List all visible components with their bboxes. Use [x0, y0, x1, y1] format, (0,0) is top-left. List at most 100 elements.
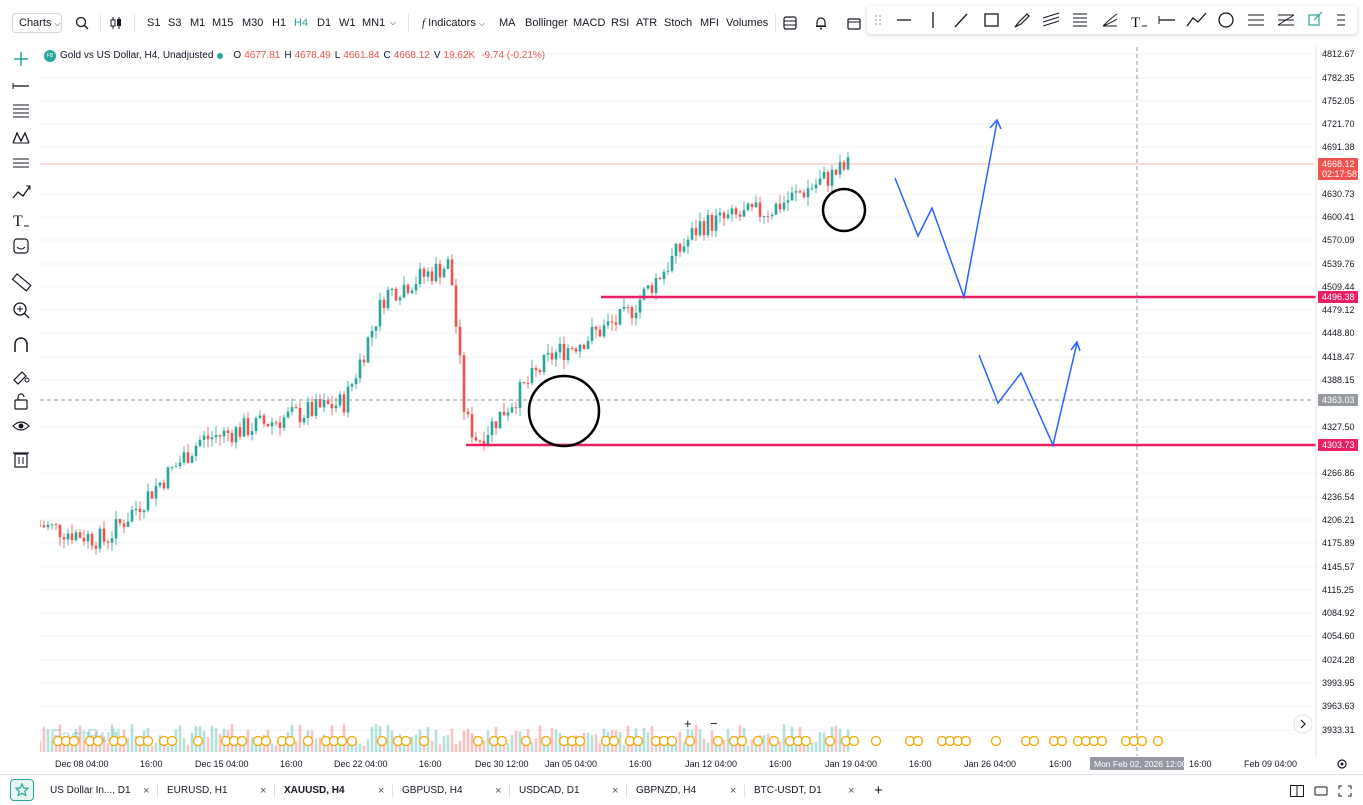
economic-event-icon[interactable]	[912, 735, 924, 747]
path-tool-icon[interactable]	[1186, 12, 1207, 27]
parallel-channel-tool-icon[interactable]	[1042, 12, 1060, 27]
timeframe-m30-button[interactable]: M30	[242, 17, 264, 29]
tab-close-icon[interactable]: ×	[848, 785, 855, 797]
economic-event-icon[interactable]	[68, 735, 80, 747]
economic-event-icon[interactable]	[736, 735, 748, 747]
alert-icon[interactable]	[813, 15, 829, 31]
timeframe-h4-button[interactable]: H4	[294, 17, 309, 29]
timeframe-m1-button[interactable]: M1	[190, 17, 206, 29]
economic-event-icon[interactable]	[400, 735, 412, 747]
search-icon[interactable]	[74, 15, 90, 31]
economic-event-icon[interactable]	[800, 735, 812, 747]
economic-event-icon[interactable]	[236, 735, 248, 747]
fullscreen-icon[interactable]	[1338, 785, 1352, 797]
economic-event-icon[interactable]	[848, 735, 860, 747]
add-tab-button[interactable]: +	[874, 782, 883, 799]
economic-event-icon[interactable]	[472, 735, 484, 747]
timeframe-d1-button[interactable]: D1	[317, 17, 332, 29]
economic-event-icon[interactable]	[302, 735, 314, 747]
economic-event-icon[interactable]	[990, 735, 1002, 747]
economic-event-icon[interactable]	[960, 735, 972, 747]
crosshair-tool-icon[interactable]	[14, 52, 28, 66]
fib-fan-tool-icon[interactable]	[1102, 13, 1118, 27]
economic-event-icon[interactable]	[870, 735, 882, 747]
lock-icon[interactable]	[14, 393, 28, 410]
tab-close-icon[interactable]: ×	[143, 785, 150, 797]
trash-icon[interactable]	[13, 452, 29, 468]
economic-event-icon[interactable]	[92, 735, 104, 747]
trend-line-tool-icon[interactable]	[954, 13, 968, 28]
economic-event-icon[interactable]	[260, 735, 272, 747]
chart-tab[interactable]: US Dollar In..., D1	[50, 785, 131, 796]
brush-tool-icon[interactable]	[1014, 13, 1030, 28]
economic-event-icon[interactable]	[1136, 735, 1148, 747]
zoom-out-button[interactable]: −	[710, 716, 718, 731]
timeframe-more-chevron-icon[interactable]: ⌵	[390, 18, 397, 27]
economic-event-icon[interactable]	[608, 735, 620, 747]
economic-event-icon[interactable]	[684, 735, 696, 747]
timeframe-s3-button[interactable]: S3	[168, 17, 182, 29]
indicator-mfi-button[interactable]: MFI	[700, 17, 719, 29]
economic-event-icon[interactable]	[142, 735, 154, 747]
chart-tab[interactable]: EURUSD, H1	[167, 785, 228, 796]
draw-mode-tool-icon[interactable]	[13, 371, 30, 385]
timeframe-h1-button[interactable]: H1	[272, 17, 287, 29]
fib-extension-tool-icon[interactable]	[1248, 14, 1264, 26]
economic-event-icon[interactable]	[752, 735, 764, 747]
economic-event-icon[interactable]	[166, 735, 178, 747]
event-markers[interactable]	[52, 735, 1164, 747]
chart-tab[interactable]: GBPNZD, H4	[636, 785, 697, 796]
economic-event-icon[interactable]	[496, 735, 508, 747]
economic-event-icon[interactable]	[712, 735, 724, 747]
zoom-tool-icon[interactable]	[13, 302, 30, 319]
tab-close-icon[interactable]: ×	[260, 785, 267, 797]
layout-icon[interactable]	[782, 15, 798, 31]
tab-close-icon[interactable]: ×	[612, 785, 619, 797]
forecast-tool-icon[interactable]	[12, 185, 31, 199]
economic-event-icon[interactable]	[116, 735, 128, 747]
chart-settings-icon[interactable]	[1337, 759, 1347, 769]
timeframe-s1-button[interactable]: S1	[147, 17, 161, 29]
drag-handle-icon[interactable]	[875, 15, 881, 25]
zoom-in-button[interactable]: +	[684, 716, 692, 731]
charts-menu-button[interactable]: Charts ⌵	[12, 13, 62, 33]
timeframe-w1-button[interactable]: W1	[339, 17, 356, 29]
economic-event-icon[interactable]	[284, 735, 296, 747]
economic-event-icon[interactable]	[418, 735, 430, 747]
visibility-eye-icon[interactable]	[12, 421, 30, 431]
ruler-tool-icon[interactable]	[11, 273, 32, 292]
chart-tab[interactable]: USDCAD, D1	[519, 785, 580, 796]
indicator-ma-button[interactable]: MA	[499, 17, 516, 29]
tab-close-icon[interactable]: ×	[495, 785, 502, 797]
indicator-stoch-button[interactable]: Stoch	[664, 17, 693, 29]
fib-levels-tool-icon[interactable]	[13, 104, 29, 118]
economic-event-icon[interactable]	[192, 735, 204, 747]
scroll-right-button[interactable]	[1293, 714, 1313, 734]
chart-tab[interactable]: XAUUSD, H4	[284, 785, 345, 796]
projection-path-lower[interactable]	[978, 342, 1078, 448]
time-axis[interactable]: Dec 08 04:00 16:00 Dec 15 04:00 16:00 Dec 22…	[55, 759, 1297, 769]
tab-close-icon[interactable]: ×	[378, 785, 385, 797]
gann-tool-icon[interactable]	[1277, 14, 1295, 26]
circle-annotation-upper[interactable]	[821, 187, 867, 233]
economic-event-icon[interactable]	[1056, 735, 1068, 747]
emoji-tool-icon[interactable]	[13, 238, 29, 254]
horizontal-ray-tool-icon[interactable]	[12, 83, 29, 89]
candle-type-icon[interactable]	[108, 15, 124, 31]
economic-event-icon[interactable]	[336, 735, 348, 747]
gann-fan-tool-icon[interactable]	[13, 158, 29, 168]
split-layout-icon[interactable]	[1290, 785, 1304, 797]
economic-event-icon[interactable]	[376, 735, 388, 747]
timeframe-m15-button[interactable]: M15	[212, 17, 234, 29]
chart-tab[interactable]: BTC-USDT, D1	[754, 785, 822, 796]
ray-tool-icon[interactable]	[1158, 16, 1175, 24]
economic-event-icon[interactable]	[666, 735, 678, 747]
circle-tool-icon[interactable]	[1218, 12, 1234, 28]
indicator-atr-button[interactable]: ATR	[636, 17, 658, 29]
economic-event-icon[interactable]	[824, 735, 836, 747]
fib-retracement-tool-icon[interactable]	[1073, 13, 1087, 27]
pattern-tool-icon[interactable]	[12, 131, 30, 144]
economic-event-icon[interactable]	[520, 735, 532, 747]
text-annotation-tool-icon[interactable]: T	[13, 213, 29, 230]
price-chart[interactable]: FastBull 4812.674782.354752.054721.70469…	[0, 0, 1363, 774]
